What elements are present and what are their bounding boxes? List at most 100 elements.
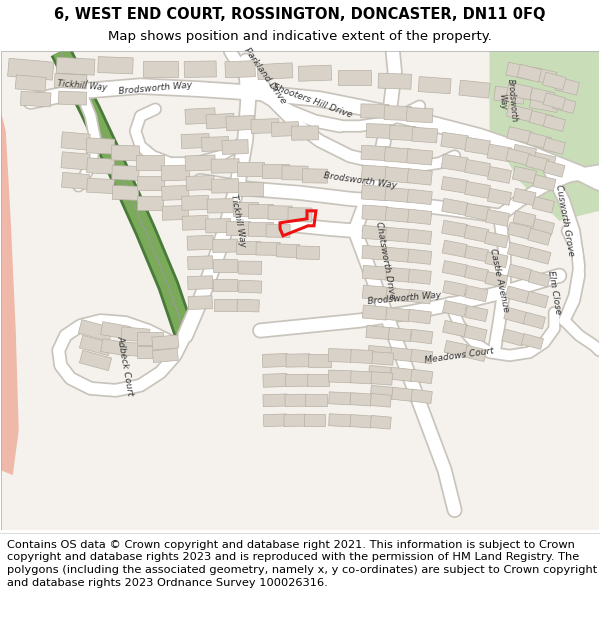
Bar: [152, 335, 179, 350]
Bar: [79, 336, 112, 356]
Bar: [86, 158, 115, 174]
Bar: [485, 209, 509, 226]
Bar: [384, 106, 412, 121]
Bar: [443, 281, 467, 297]
Bar: [386, 308, 410, 322]
Bar: [443, 301, 467, 317]
Bar: [212, 179, 239, 193]
Text: Contains OS data © Crown copyright and database right 2021. This information is : Contains OS data © Crown copyright and d…: [7, 539, 598, 588]
Bar: [408, 289, 431, 304]
Bar: [527, 132, 551, 149]
Bar: [362, 285, 387, 300]
Bar: [508, 222, 532, 239]
Bar: [507, 127, 532, 144]
Bar: [370, 416, 391, 429]
Bar: [211, 159, 239, 173]
Bar: [292, 126, 319, 140]
Bar: [529, 94, 559, 112]
Bar: [329, 392, 351, 405]
Bar: [410, 369, 433, 384]
Bar: [263, 374, 287, 388]
Bar: [464, 246, 488, 262]
Bar: [62, 173, 89, 189]
Bar: [487, 188, 511, 206]
Bar: [389, 126, 416, 141]
Text: 6, WEST END COURT, ROSSINGTON, DONCASTER, DN11 0FQ: 6, WEST END COURT, ROSSINGTON, DONCASTER…: [54, 7, 546, 22]
Bar: [530, 88, 555, 104]
Bar: [202, 136, 229, 151]
Bar: [236, 241, 260, 254]
Bar: [508, 242, 532, 259]
Text: Cusworth Grove: Cusworth Grove: [554, 184, 575, 258]
Bar: [553, 97, 576, 114]
Text: Meadows Court: Meadows Court: [424, 346, 495, 365]
Text: Adbeck Court: Adbeck Court: [116, 334, 135, 396]
Bar: [101, 322, 130, 339]
Bar: [506, 62, 533, 80]
Bar: [61, 132, 90, 150]
Bar: [56, 58, 95, 75]
Bar: [517, 64, 542, 82]
Bar: [213, 279, 237, 291]
Bar: [350, 414, 372, 428]
Bar: [485, 252, 508, 268]
Bar: [271, 122, 299, 136]
Bar: [385, 248, 410, 262]
Bar: [257, 63, 293, 79]
Bar: [288, 208, 312, 222]
Bar: [407, 169, 433, 185]
Bar: [362, 205, 388, 221]
Bar: [362, 226, 388, 240]
Bar: [392, 388, 414, 401]
Bar: [79, 319, 113, 341]
Bar: [152, 348, 178, 362]
Bar: [526, 291, 548, 308]
Text: Brodsworth Way: Brodsworth Way: [368, 291, 442, 306]
Bar: [15, 75, 46, 91]
Bar: [487, 144, 512, 162]
Bar: [206, 113, 235, 129]
Bar: [284, 414, 306, 426]
Bar: [362, 246, 388, 260]
Bar: [58, 91, 87, 105]
Bar: [368, 346, 392, 359]
Bar: [407, 149, 433, 165]
Bar: [328, 349, 352, 362]
Bar: [523, 312, 545, 329]
Bar: [506, 82, 532, 100]
Bar: [101, 339, 130, 356]
Bar: [362, 266, 387, 280]
Bar: [212, 239, 238, 252]
Bar: [368, 366, 391, 379]
Text: Map shows position and indicative extent of the property.: Map shows position and indicative extent…: [108, 31, 492, 43]
Bar: [268, 206, 292, 220]
Bar: [263, 394, 287, 407]
Bar: [112, 166, 139, 181]
Bar: [302, 169, 328, 183]
Bar: [61, 152, 90, 170]
Bar: [532, 219, 554, 235]
Text: Parkland Drive: Parkland Drive: [242, 46, 288, 106]
Bar: [408, 309, 431, 324]
Bar: [188, 256, 213, 269]
Bar: [188, 296, 212, 309]
Bar: [412, 127, 437, 143]
Bar: [285, 394, 307, 406]
Bar: [256, 242, 280, 256]
Bar: [443, 321, 467, 337]
Bar: [407, 209, 432, 224]
Bar: [407, 249, 432, 264]
Bar: [361, 104, 389, 118]
Bar: [350, 392, 372, 406]
Bar: [513, 188, 536, 206]
Bar: [504, 307, 527, 324]
Bar: [366, 124, 394, 139]
Text: Brodsworth
Way: Brodsworth Way: [496, 79, 519, 124]
Bar: [233, 202, 257, 216]
Bar: [386, 288, 410, 302]
Bar: [410, 329, 433, 344]
Bar: [441, 176, 468, 193]
Bar: [79, 350, 112, 371]
Bar: [213, 259, 237, 272]
Bar: [361, 145, 389, 161]
